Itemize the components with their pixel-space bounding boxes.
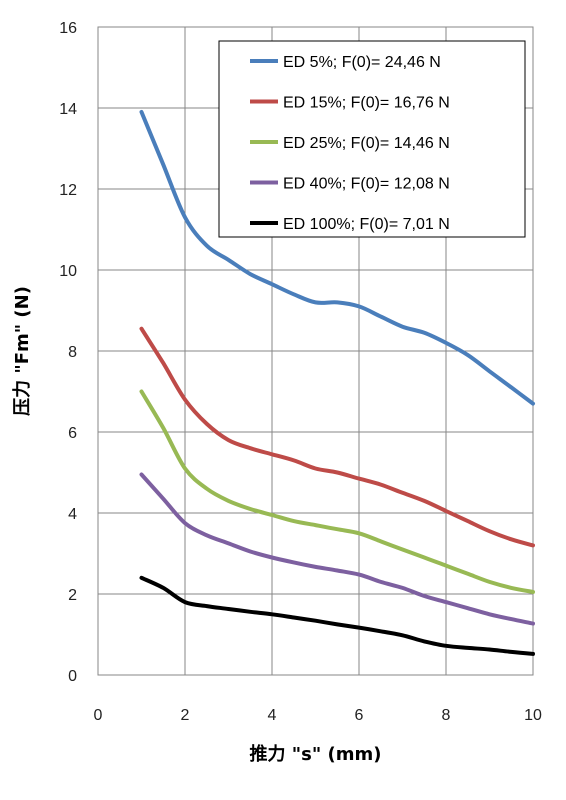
y-tick-label: 12	[59, 182, 77, 199]
series-lines	[139, 110, 535, 656]
series-line-2	[139, 326, 535, 548]
x-tick-label: 8	[442, 707, 451, 724]
series-line-1	[139, 110, 535, 406]
x-tick-label: 10	[524, 707, 542, 724]
x-tick-label: 0	[94, 707, 103, 724]
y-tick-label: 16	[59, 20, 77, 37]
legend-label: ED 5%; F(0)= 24,46 N	[283, 54, 441, 71]
y-tick-label: 2	[68, 587, 77, 604]
x-axis-title: 推力 "s" (mm)	[250, 743, 382, 765]
y-tick-label: 6	[68, 425, 77, 442]
plot-frame	[97, 26, 534, 676]
y-axis-title: 压力 "Fm" (N)	[12, 286, 33, 416]
series-line-4	[139, 472, 535, 626]
legend-label: ED 25%; F(0)= 14,46 N	[283, 135, 450, 152]
y-tick-labels: 0 2 4 6 8 10 12 14 16	[59, 20, 77, 685]
y-tick-label: 14	[59, 101, 77, 118]
x-tick-label: 4	[268, 707, 277, 724]
legend-label: ED 40%; F(0)= 12,08 N	[283, 176, 450, 193]
y-tick-label: 8	[68, 344, 77, 361]
x-tick-label: 6	[355, 707, 364, 724]
y-tick-label: 0	[68, 668, 77, 685]
legend: ED 5%; F(0)= 24,46 N ED 15%; F(0)= 16,76 …	[218, 40, 526, 238]
x-tick-labels: 0 2 4 6 8 10	[94, 707, 542, 724]
y-tick-label: 4	[68, 506, 77, 523]
series-line-3	[139, 389, 535, 594]
series-line-5	[139, 575, 535, 656]
y-tick-label: 10	[59, 263, 77, 280]
legend-label: ED 15%; F(0)= 16,76 N	[283, 95, 450, 112]
legend-label: ED 100%; F(0)= 7,01 N	[283, 216, 450, 233]
x-tick-label: 2	[181, 707, 190, 724]
legend-box	[218, 40, 526, 238]
